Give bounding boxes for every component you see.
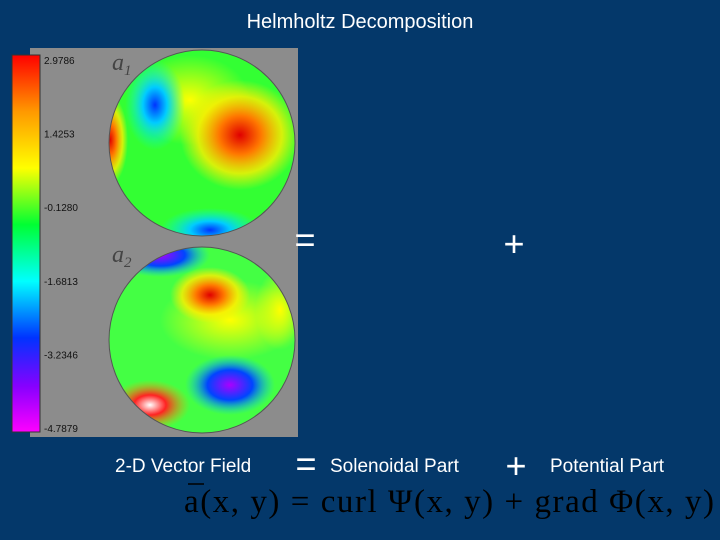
caption: 2-D Vector Field <box>115 456 251 477</box>
colorbar-ticks: 2.9786 1.4253 -0.1280 -1.6813 -3.2346 -4.7879 <box>44 56 78 435</box>
title: Helmholtz Decomposition <box>247 11 474 33</box>
disk-outline <box>108 49 296 237</box>
plus: + <box>505 445 526 486</box>
colorbar-tick-label: 2.9786 <box>44 56 75 67</box>
colorbar-tick-label: -0.1280 <box>44 203 78 214</box>
formula: a(x, y) = curl Ψ(x, y) + grad Φ(x, y) <box>184 484 714 520</box>
disk-outline <box>108 246 296 434</box>
colorbar-tick-label: -3.2346 <box>44 350 78 361</box>
disk-a1 <box>109 50 295 236</box>
colorbar <box>11 54 41 433</box>
panel-label: a1 <box>112 50 132 79</box>
colorbar-tick-label: -1.6813 <box>44 277 78 288</box>
label-subscript: 2 <box>124 255 132 271</box>
caption: Solenoidal Part <box>330 456 460 477</box>
colorbar-tick-label: -4.7879 <box>44 424 78 435</box>
label-subscript: 1 <box>124 63 132 79</box>
panel-label: a2 <box>112 242 132 271</box>
label-symbol: a <box>112 242 124 268</box>
label-symbol: a <box>112 50 124 76</box>
plus: + <box>503 223 524 264</box>
colorbar-tick-label: 1.4253 <box>44 130 75 141</box>
equals: = <box>295 443 316 484</box>
equals: = <box>294 219 315 260</box>
caption: Potential Part <box>550 456 665 477</box>
